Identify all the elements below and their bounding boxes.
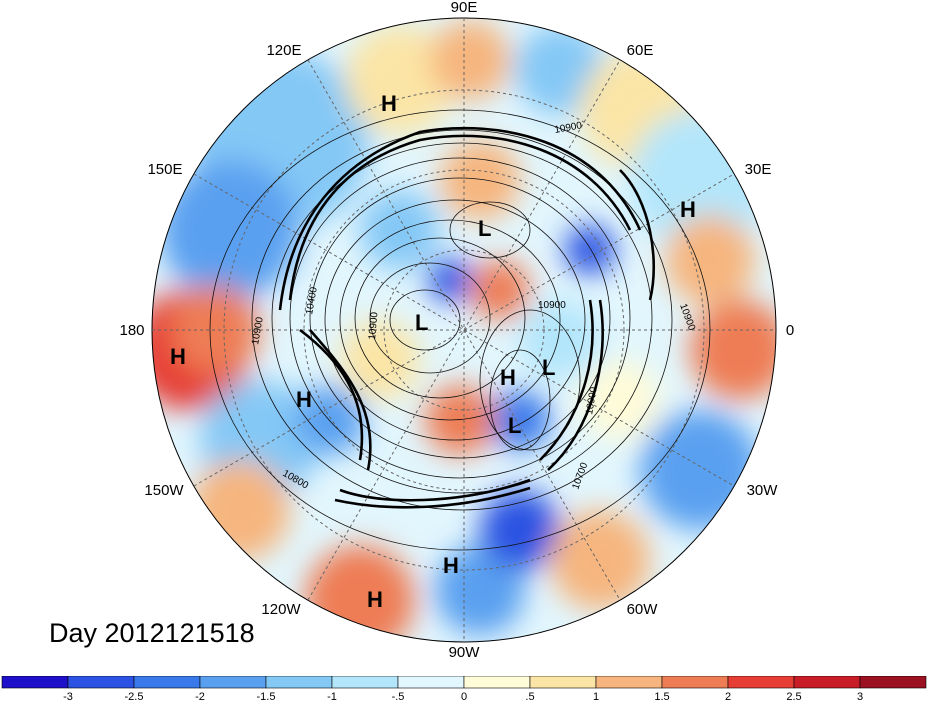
pressure-centers: H H L L H L L H H H H [170,91,696,612]
colorbar-swatch [1,676,69,689]
colorbar-swatch [661,676,729,689]
anomaly-shading [152,18,776,642]
colorbar-tick-label: 3 [857,691,863,702]
colorbar-swatch [463,676,531,689]
colorbar-tick-label: -.5 [392,691,405,702]
contour-label: 10900 [584,386,600,416]
colorbar-swatch [595,676,663,689]
lon-label-150e: 150E [147,161,182,178]
lon-label-90e: 90E [451,0,478,16]
colorbar-tick-label: 0 [461,691,467,702]
colorbar-swatch [859,676,927,689]
colorbar-swatch [331,676,399,689]
day-title: Day 2012121518 [49,618,255,648]
colorbar: -3 -2.5 -2 -1.5 -1 -.5 0 .5 1 1.5 2 2.5 3 [1,676,927,702]
pressure-center-label: L [478,216,491,241]
colorbar-tick-label: 2 [725,691,731,702]
pressure-center-label: H [500,365,516,390]
contour-label: 10900 [250,316,266,346]
graticule [152,18,776,642]
colorbar-tick-label: -2 [195,691,205,702]
lon-label-150w: 150W [144,482,184,499]
lon-label-0: 0 [786,322,794,339]
lon-label-180: 180 [119,322,144,339]
colorbar-swatch [793,676,861,689]
height-contours [209,109,711,551]
contour-label: 10400 [304,286,320,316]
pressure-center-label: H [680,197,696,222]
pressure-center-label: H [296,387,312,412]
longitude-labels: 90E 60E 30E 0 30W 60W 90W 120W 150W 180 … [119,0,794,661]
colorbar-swatch [133,676,201,689]
colorbar-swatch [529,676,597,689]
colorbar-tick-label: 1.5 [654,691,669,702]
colorbar-swatch [265,676,333,689]
pressure-center-label: H [381,91,397,116]
colorbar-tick-label: -2.5 [125,691,144,702]
colorbar-swatch [727,676,795,689]
lon-label-30w: 30W [747,482,779,499]
pressure-center-label: L [542,355,555,380]
lon-label-90w: 90W [449,644,481,661]
colorbar-tick-label: .5 [525,691,534,702]
lon-label-60w: 60W [627,601,659,618]
colorbar-tick-label: 2.5 [786,691,801,702]
pressure-center-label: L [508,413,521,438]
lon-label-60e: 60E [627,42,654,59]
lon-label-120e: 120E [266,42,301,59]
lon-label-120w: 120W [261,601,301,618]
colorbar-swatch [199,676,267,689]
pressure-center-label: H [170,344,186,369]
jet-contours [278,126,656,509]
pressure-center-label: H [443,553,459,578]
colorbar-tick-label: -1.5 [257,691,276,702]
contour-label: 10900 [367,311,380,340]
contour-label: 10900 [554,120,584,136]
colorbar-tick-label: -1 [327,691,337,702]
pressure-center-label: L [415,310,428,335]
colorbar-swatch [397,676,465,689]
lon-label-30e: 30E [745,161,772,178]
contour-label: 10900 [538,300,566,311]
colorbar-swatch [67,676,135,689]
colorbar-tick-label: -3 [63,691,73,702]
colorbar-tick-label: 1 [593,691,599,702]
pressure-center-label: H [367,587,383,612]
